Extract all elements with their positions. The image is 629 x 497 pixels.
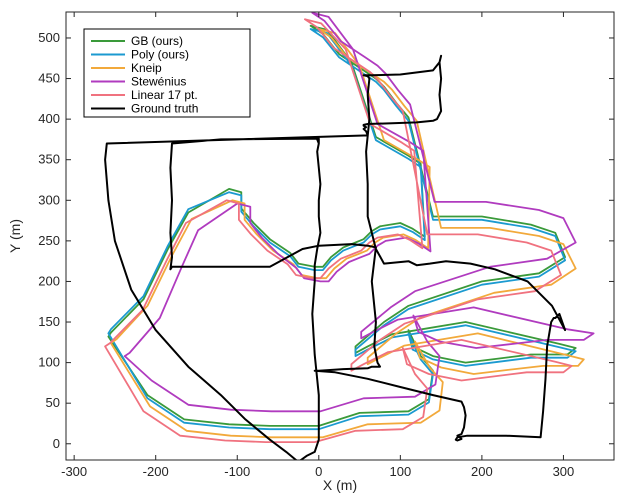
y-tick-label: 500 [38,30,60,45]
legend-label-1: Poly (ours) [131,48,189,62]
legend: GB (ours)Poly (ours)KneipStewéniusLinear… [83,28,251,118]
legend-label-3: Stewénius [131,75,186,89]
y-tick-label: 300 [38,192,60,207]
x-tick-label: 200 [471,464,493,479]
x-tick-label: 100 [389,464,411,479]
y-tick-label: 50 [46,395,60,410]
y-tick-label: 450 [38,71,60,86]
series-line-3 [123,12,595,413]
series-line-4 [104,18,573,444]
y-tick-label: 0 [53,436,60,451]
x-tick-label: -200 [143,464,169,479]
x-tick-label: -100 [224,464,250,479]
x-tick-label: -300 [61,464,87,479]
y-tick-label: 400 [38,111,60,126]
legend-box [83,28,251,118]
legend-label-4: Linear 17 pt. [131,88,198,102]
series-layer [104,12,595,460]
axes-box [65,11,615,461]
axes [65,11,615,461]
x-tick-label: 0 [315,464,322,479]
series-line-5 [104,54,567,460]
y-tick-label: 350 [38,152,60,167]
series-line-2 [110,28,585,439]
tick-labels: -300 -200 -100 0 100 200 300 0 50 100 150 200 250 300… [38,30,574,479]
legend-label-0: GB (ours) [131,34,183,48]
x-axis-title: X (m) [323,477,357,493]
y-axis-title: Y (m) [7,219,23,253]
x-tick-label: 300 [553,464,575,479]
y-tick-label: 250 [38,233,60,248]
y-tick-label: 100 [38,355,60,370]
y-tick-label: 150 [38,314,60,329]
y-tick-label: 200 [38,273,60,288]
legend-label-2: Kneip [131,61,162,75]
legend-label-5: Ground truth [131,102,198,116]
